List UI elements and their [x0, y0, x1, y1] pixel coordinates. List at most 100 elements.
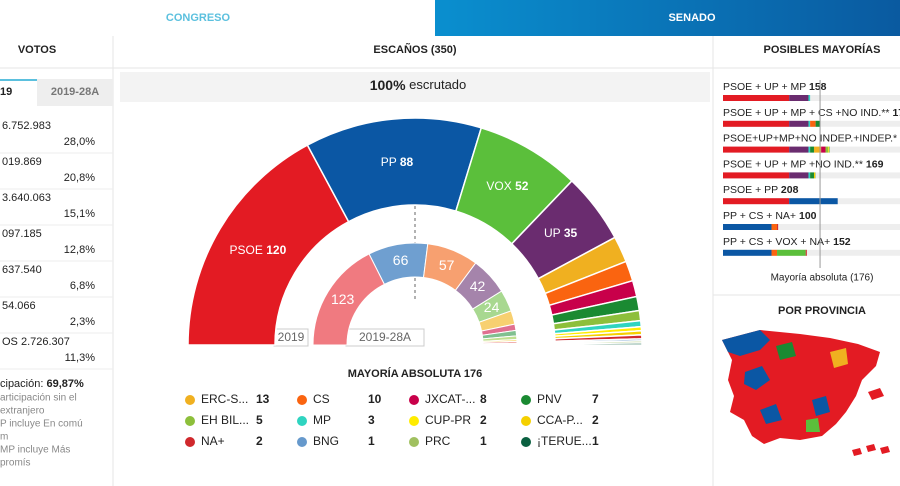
- majorities-footer: Mayoría absoluta (176): [771, 273, 874, 284]
- majority-segment: [789, 95, 809, 101]
- legend-dot: [521, 437, 531, 447]
- vote-share: 20,8%: [64, 172, 95, 184]
- vote-count: 019.869: [2, 156, 42, 168]
- vote-count: 3.640.063: [2, 192, 51, 204]
- legend-seats: 1: [480, 434, 487, 448]
- vote-share: 28,0%: [64, 136, 95, 148]
- majority-segment: [810, 120, 816, 127]
- majority-segment: [723, 172, 790, 179]
- vote-share: 2,3%: [70, 316, 95, 328]
- vote-count: OS 2.726.307: [2, 336, 70, 348]
- legend-seats: 7: [592, 392, 599, 406]
- legend-name: PRC: [425, 434, 451, 448]
- vote-share: 15,1%: [64, 208, 95, 220]
- vote-count: 097.185: [2, 228, 42, 240]
- map-region: [776, 342, 796, 360]
- legend-dot: [297, 437, 307, 447]
- majority-segment: [828, 146, 830, 153]
- seat-label: VOX 52: [486, 179, 528, 193]
- previous-label: 123: [331, 291, 355, 307]
- majority-segment: [723, 198, 790, 205]
- legend-name: CS: [313, 392, 330, 406]
- majority-label: PSOE + PP 208: [723, 184, 799, 196]
- legend-seats: 2: [480, 413, 487, 427]
- votes-title: VOTOS: [18, 44, 56, 56]
- majority-label: PP + CS + NA+ 100: [723, 210, 817, 222]
- seats-title: ESCAÑOS (350): [373, 43, 456, 56]
- legend-name: ¡TERUE...: [537, 434, 592, 448]
- majority-segment: [789, 146, 809, 153]
- subtab[interactable]: [37, 79, 113, 106]
- majority-segment: [808, 146, 811, 153]
- senado-tab-bg[interactable]: [435, 0, 900, 36]
- legend-seats: 2: [592, 413, 599, 427]
- majority-track: [723, 224, 900, 230]
- seat-label: UP 35: [544, 226, 577, 240]
- legend-dot: [409, 416, 419, 426]
- legend-name: ERC-S...: [201, 392, 248, 406]
- subtab-label[interactable]: 2019-28A: [51, 86, 99, 98]
- subtab-label[interactable]: 19: [0, 86, 12, 98]
- legend-seats: 2: [256, 434, 263, 448]
- map-region: [744, 366, 770, 390]
- status-bar: [120, 72, 710, 102]
- majority-segment: [789, 120, 809, 127]
- legend-seats: 1: [368, 434, 375, 448]
- vote-count: 6.752.983: [2, 120, 51, 132]
- majority-segment: [813, 172, 816, 179]
- legend-seats: 5: [256, 413, 263, 427]
- seat-label: PSOE 120: [230, 243, 287, 257]
- legend-dot: [409, 395, 419, 405]
- previous-label: 57: [439, 257, 455, 273]
- legend-dot: [185, 437, 195, 447]
- seat-label: PP 88: [381, 155, 414, 169]
- participation: cipación: 69,87%: [0, 378, 84, 390]
- legend-seats: 8: [480, 392, 487, 406]
- map-region: [812, 396, 830, 416]
- tab[interactable]: CONGRESO: [166, 12, 231, 24]
- legend-dot: [297, 395, 307, 405]
- vote-share: 12,8%: [64, 244, 95, 256]
- province-title: POR PROVINCIA: [778, 305, 866, 317]
- majority-segment: [771, 249, 778, 256]
- note: P incluye En comú: [0, 419, 83, 430]
- previous-label: 24: [484, 299, 500, 315]
- legend-seats: 10: [368, 392, 382, 406]
- subtab[interactable]: [0, 79, 37, 106]
- majority-segment: [810, 146, 814, 153]
- majority-segment: [789, 172, 809, 179]
- ring-label: 2019: [278, 330, 305, 344]
- vote-count: 637.540: [2, 264, 42, 276]
- tab[interactable]: SENADO: [668, 12, 716, 24]
- status: 100% escrutado: [370, 77, 467, 93]
- majority-segment: [829, 146, 830, 153]
- majority-segment: [777, 224, 779, 230]
- legend-name: EH BIL...: [201, 413, 249, 427]
- legend-dot: [185, 416, 195, 426]
- legend-name: NA+: [201, 434, 225, 448]
- map[interactable]: [722, 330, 890, 456]
- majority-segment: [808, 95, 811, 101]
- majority-track: [723, 249, 900, 256]
- note: promís: [0, 458, 31, 469]
- majority-segment: [723, 95, 790, 101]
- map-region: [806, 418, 820, 432]
- majority-label: PP + CS + VOX + NA+ 152: [723, 236, 851, 248]
- note: extranjero: [0, 406, 45, 417]
- legend-name: PNV: [537, 392, 562, 406]
- legend-dot: [521, 416, 531, 426]
- majority-segment: [723, 249, 772, 256]
- majority: MAYORÍA ABSOLUTA 176: [348, 367, 482, 380]
- legend-seats: 3: [368, 413, 375, 427]
- seat-arc: [554, 342, 643, 346]
- legend-dot: [409, 437, 419, 447]
- majority-segment: [771, 224, 778, 230]
- legend-name: CCA-P...: [537, 413, 583, 427]
- majority-segment: [815, 120, 820, 127]
- majority-segment: [723, 224, 772, 230]
- vote-count: 54.066: [2, 300, 36, 312]
- majority-label: PSOE+UP+MP+NO INDEP.+INDEP.* 1: [723, 132, 900, 144]
- legend-name: CUP-PR: [425, 413, 471, 427]
- majority-track: [723, 95, 900, 101]
